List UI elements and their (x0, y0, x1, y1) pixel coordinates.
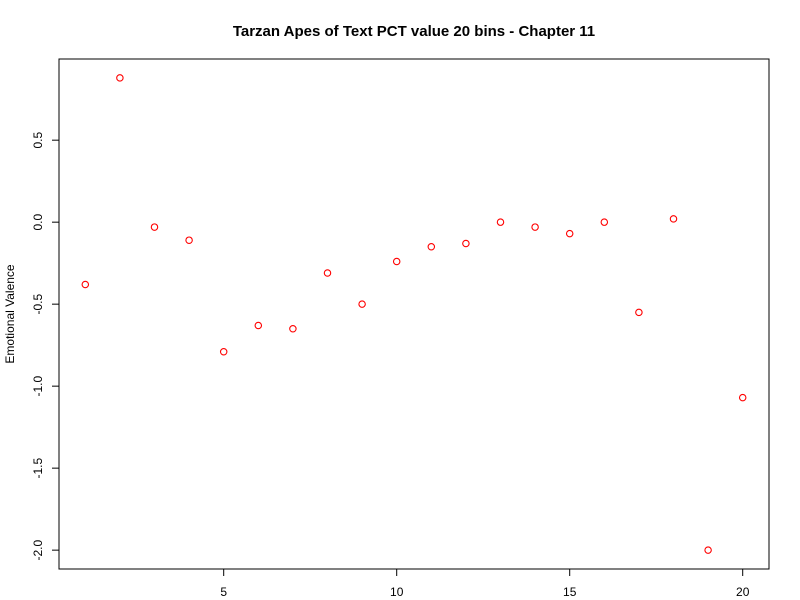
x-tick-label: 15 (563, 585, 577, 599)
y-tick-label: 0.5 (31, 132, 45, 149)
data-point (704, 546, 712, 554)
x-axis: 5 10 15 20 (220, 569, 750, 599)
x-tick-label: 5 (220, 585, 227, 599)
data-point (565, 229, 574, 238)
y-tick-label: -2.0 (31, 539, 45, 560)
data-point (81, 280, 90, 289)
data-point (219, 347, 228, 356)
y-tick-label: -0.5 (31, 294, 45, 315)
y-axis-title: Emotional Valence (3, 264, 17, 363)
data-point (635, 308, 643, 317)
data-point (289, 325, 297, 333)
data-point (669, 215, 678, 223)
data-point (185, 236, 193, 244)
plot-frame (58, 58, 770, 570)
data-point (254, 321, 263, 330)
data-point (358, 300, 366, 308)
data-point (600, 218, 609, 226)
data-point (323, 269, 332, 277)
y-axis: -2.0 -1.5 -1.0 -0.5 0.0 0.5 (31, 132, 59, 560)
x-tick-label: 10 (390, 585, 404, 599)
data-point (531, 223, 539, 231)
x-tick-label: 20 (736, 585, 750, 599)
y-tick-label: -1.0 (31, 375, 45, 396)
y-tick-label: 0.0 (31, 214, 45, 231)
data-point (427, 243, 436, 251)
data-point (496, 218, 505, 226)
data-point (738, 393, 747, 402)
data-point (462, 239, 470, 248)
y-tick-label: -1.5 (31, 457, 45, 478)
chart-title: Tarzan Apes of Text PCT value 20 bins - … (233, 23, 595, 40)
data-point (150, 223, 159, 231)
data-point (392, 257, 401, 266)
data-point (116, 74, 124, 82)
data-points (81, 74, 747, 554)
